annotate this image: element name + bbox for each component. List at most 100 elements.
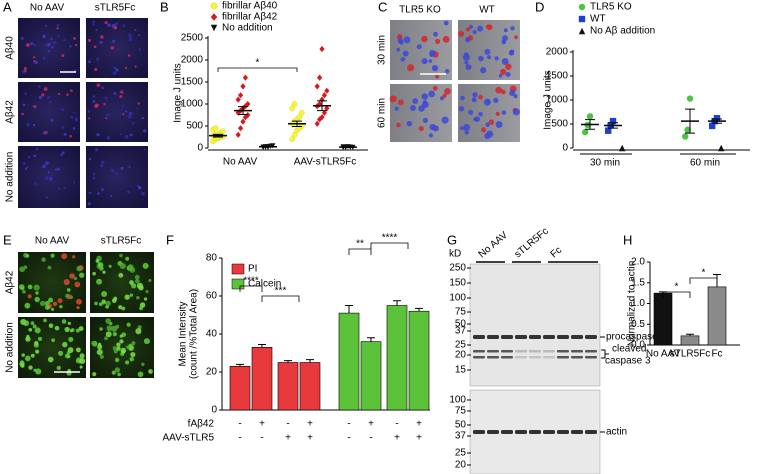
condition-value: + (259, 419, 265, 430)
condition-value: + (285, 433, 291, 444)
cell (63, 186, 66, 189)
condition-value: - (238, 419, 241, 430)
cell (125, 360, 130, 365)
cell (433, 31, 439, 37)
sem-bar (238, 106, 248, 116)
cell (50, 37, 53, 40)
y-tick-label: 80 (206, 253, 218, 264)
cell (500, 89, 506, 95)
cell (24, 92, 28, 96)
cell (112, 346, 117, 351)
sem-bar (685, 108, 695, 134)
cell (464, 60, 469, 65)
kd-marker: 20 (455, 460, 467, 471)
cell (65, 293, 69, 298)
y-axis-label: Mean Intensity (178, 301, 189, 366)
x-tick-label: No AAV (223, 157, 258, 168)
cell (141, 362, 145, 367)
point (586, 113, 594, 120)
cell (32, 105, 35, 108)
lane-label: Fc (549, 245, 565, 261)
cell (494, 56, 499, 61)
x-tick-label: AAV-sTLR5Fc (294, 157, 357, 168)
cell (509, 90, 516, 97)
cell (118, 305, 123, 310)
cell (124, 294, 130, 300)
point (210, 13, 218, 21)
cell (57, 92, 61, 96)
y-tick-label: 0.0 (631, 340, 645, 351)
micrograph (18, 18, 80, 78)
kd-marker: 50 (455, 319, 467, 330)
cell (148, 369, 153, 374)
cell (136, 184, 139, 187)
panel-label: G (447, 232, 457, 247)
column-label: No AAV (30, 3, 65, 14)
cell (96, 278, 103, 285)
cell (92, 20, 96, 24)
cell (480, 67, 487, 74)
cell (105, 331, 112, 338)
sem-bar (585, 119, 595, 130)
cell (56, 365, 62, 371)
point (718, 144, 725, 152)
cell (115, 172, 119, 176)
band (515, 350, 527, 353)
legend-label: fibrillar Aβ42 (222, 12, 278, 23)
panel-label: D (535, 0, 544, 14)
cell (73, 37, 76, 40)
point (314, 83, 320, 90)
cell (35, 291, 39, 295)
band (501, 430, 513, 434)
cell (92, 271, 96, 276)
cell (50, 307, 55, 311)
band (501, 356, 513, 359)
cell (460, 126, 464, 131)
cell (23, 265, 28, 269)
point (709, 122, 716, 130)
cell (62, 341, 68, 348)
cell (62, 38, 66, 42)
cell (61, 125, 65, 129)
cell (422, 117, 429, 123)
bar (707, 286, 727, 346)
cell (407, 64, 415, 72)
cell (34, 327, 41, 334)
cell (96, 349, 103, 356)
condition-value: + (307, 419, 313, 430)
cell (119, 253, 123, 258)
legend-swatch (231, 278, 245, 290)
cell (116, 346, 121, 351)
cell (51, 46, 54, 49)
point (321, 92, 327, 99)
cell (396, 47, 401, 52)
cell (42, 131, 46, 135)
cell (30, 42, 34, 46)
point (582, 128, 589, 136)
point (578, 27, 586, 35)
cell (58, 350, 64, 356)
cell (406, 120, 413, 127)
band (571, 350, 583, 353)
band (529, 335, 541, 339)
row-label: Aβ42 (5, 270, 16, 294)
cell (47, 171, 50, 174)
sem-bar (712, 118, 722, 124)
kd-marker: 50 (455, 420, 467, 431)
cell (463, 124, 471, 131)
micrograph-bg (390, 20, 452, 80)
cell (88, 60, 91, 64)
cell (143, 297, 148, 301)
cell (53, 41, 57, 45)
cell (24, 302, 31, 309)
bar (299, 362, 321, 411)
band (473, 350, 485, 353)
lane-label: sTLR5Fc (513, 226, 551, 260)
cell (32, 123, 36, 127)
cell (70, 89, 73, 93)
cell (495, 121, 503, 129)
point (210, 2, 218, 10)
cell (30, 321, 35, 326)
cell (32, 324, 37, 329)
cell (120, 166, 124, 170)
